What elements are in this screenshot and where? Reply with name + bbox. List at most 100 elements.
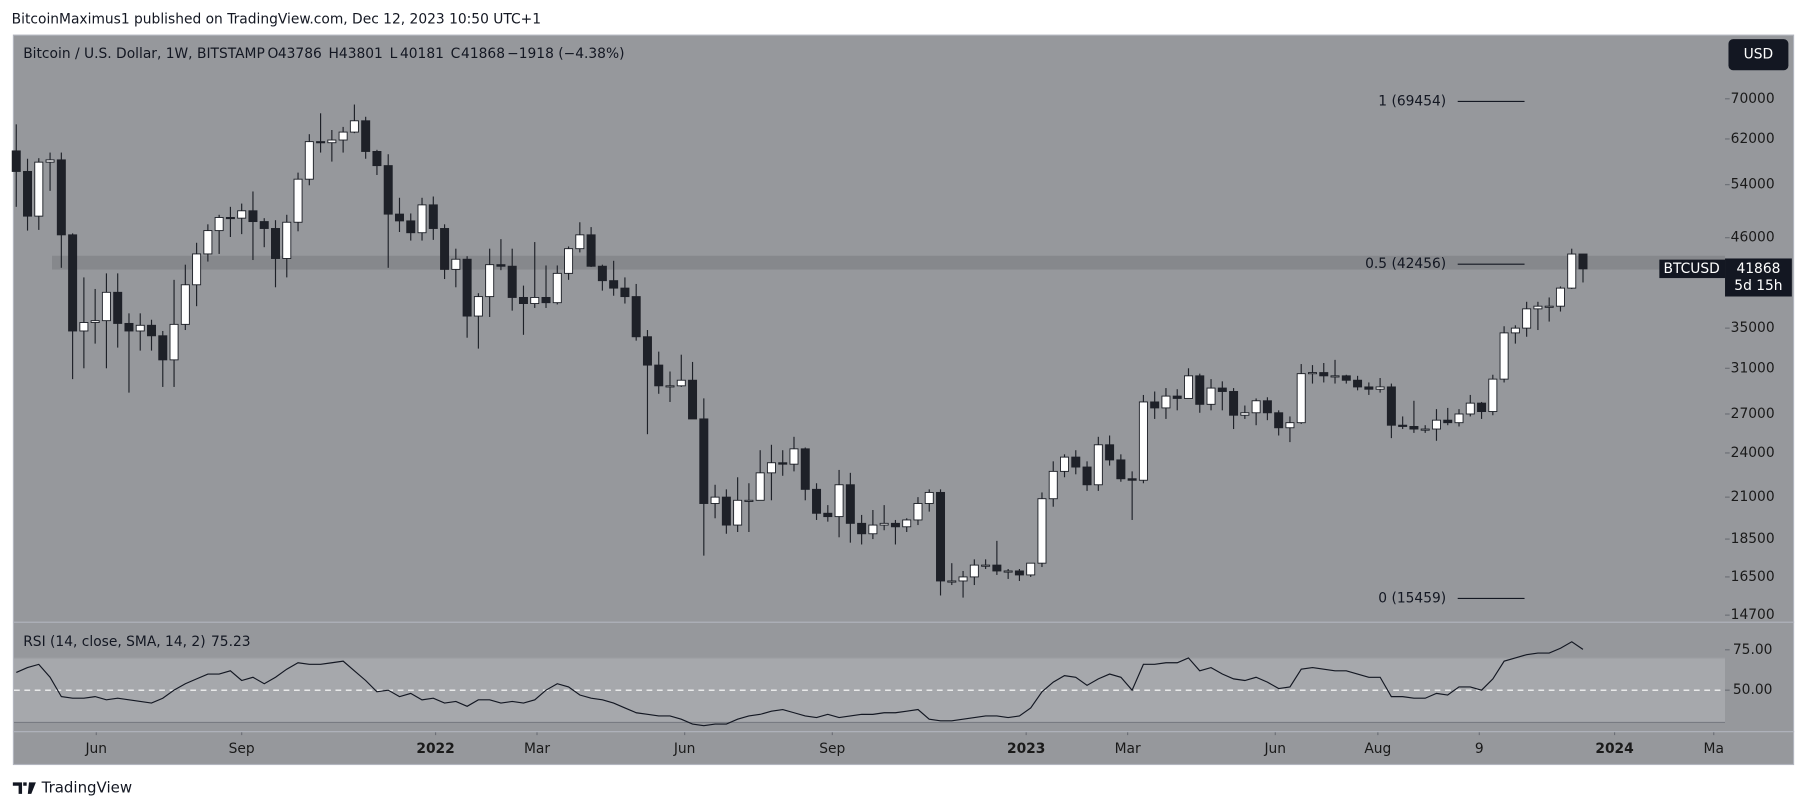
candle-body — [902, 519, 912, 528]
candle-body — [924, 491, 934, 504]
candle-body — [1172, 395, 1182, 399]
candle-body — [1251, 400, 1261, 414]
x-tick-label: 9 — [1475, 741, 1484, 757]
y-tick-label: 18500 — [1731, 531, 1775, 547]
candle-body — [744, 499, 754, 502]
legend-value: 40181 — [400, 46, 444, 62]
candle-body — [1443, 419, 1453, 424]
candle-body — [1477, 402, 1487, 413]
candle-body — [857, 522, 867, 535]
candle-body — [473, 296, 483, 317]
candle-body — [552, 272, 562, 304]
candle-body — [1296, 373, 1306, 424]
x-tick-label: Jun — [1263, 741, 1286, 757]
candle-body — [23, 170, 33, 217]
chart-layers: 14700 16500 18500 21000 24000 27000 31000 35000… — [11, 39, 1795, 757]
legend-change: −1918 (−4.38%) — [507, 46, 624, 62]
candle-body — [800, 448, 810, 490]
candle-body — [1330, 375, 1340, 378]
candle-body — [1510, 327, 1520, 334]
candle-body — [969, 564, 979, 578]
candle-body — [778, 462, 788, 465]
candle-body — [56, 159, 66, 236]
symbol-tag — [1659, 259, 1726, 279]
candle-body — [192, 253, 202, 286]
candle-body — [1274, 412, 1284, 429]
candle-body — [1375, 386, 1385, 390]
x-tick-label: Mar — [1115, 741, 1141, 757]
candle-body — [1386, 386, 1396, 426]
candle-body — [169, 323, 179, 361]
candle-body — [1555, 287, 1565, 307]
candle-body — [1195, 375, 1205, 405]
candle-body — [372, 151, 382, 167]
candle-body — [316, 141, 326, 144]
candle-body — [1341, 375, 1351, 381]
candle-body — [462, 258, 472, 317]
candle-body — [1262, 400, 1272, 414]
candle-body — [1082, 466, 1092, 486]
y-tick-label: 27000 — [1731, 406, 1775, 422]
candle-body — [1319, 372, 1329, 377]
price-tag — [1725, 258, 1792, 297]
candle-body — [1285, 422, 1295, 429]
x-tick-label: Aug — [1364, 741, 1391, 757]
candle-body — [1398, 424, 1408, 427]
y-tick-label: 70000 — [1731, 91, 1775, 107]
candle-body — [665, 385, 675, 388]
candle-body — [936, 491, 946, 582]
candle-body — [68, 234, 78, 332]
brand-name: TradingView — [41, 779, 132, 797]
candle-body — [642, 336, 652, 366]
candle-body — [1014, 570, 1024, 576]
candle-body — [34, 161, 44, 217]
candle-body — [1431, 419, 1441, 430]
legend-value: 43801 — [339, 46, 383, 62]
candle-body — [349, 120, 359, 133]
candle-body — [992, 564, 1002, 572]
x-tick-label: Sep — [819, 741, 845, 757]
candle-body — [1454, 413, 1464, 424]
candle-body — [214, 217, 224, 232]
candle-body — [586, 234, 596, 267]
candle-body — [575, 234, 585, 250]
candle-body — [124, 322, 134, 332]
candle-body — [530, 296, 540, 305]
candle-body — [654, 364, 664, 387]
candle-body — [766, 462, 776, 474]
legend-key: C — [451, 46, 461, 62]
candle-body — [1206, 387, 1216, 405]
legend-value: 43786 — [278, 46, 322, 62]
legend-title: Bitcoin / U.S. Dollar, 1W, BITSTAMP — [23, 46, 265, 62]
symbol-label: BTCUSD — [1663, 261, 1719, 277]
candle-body — [981, 564, 991, 567]
candle-body — [507, 265, 517, 298]
candle-body — [518, 296, 528, 305]
fib-label: 0.5 (42456) — [1365, 256, 1446, 272]
countdown-label: 5d 15h — [1734, 278, 1782, 294]
candle-body — [180, 284, 190, 325]
candle-body — [1060, 456, 1070, 472]
candle-body — [890, 522, 900, 528]
candle-body — [812, 488, 822, 514]
candle-body — [293, 178, 303, 223]
candle-body — [203, 230, 213, 255]
x-tick-label: Ma — [1704, 741, 1724, 757]
fib-label: 0 (15459) — [1378, 590, 1446, 606]
candle-body — [1240, 412, 1250, 416]
candle-body — [1353, 379, 1363, 388]
candle-body — [383, 165, 393, 215]
candle-body — [958, 576, 968, 582]
candle-body — [485, 264, 495, 298]
candle-body — [451, 258, 461, 270]
candle-body — [11, 150, 21, 172]
x-tick-label: Sep — [229, 741, 255, 757]
x-tick-label: 2023 — [1007, 741, 1045, 757]
candle-body — [79, 322, 89, 332]
candle-body — [1488, 378, 1498, 413]
candle-body — [327, 139, 337, 144]
candle-body — [1105, 444, 1115, 461]
y-tick-label: 35000 — [1731, 320, 1775, 336]
